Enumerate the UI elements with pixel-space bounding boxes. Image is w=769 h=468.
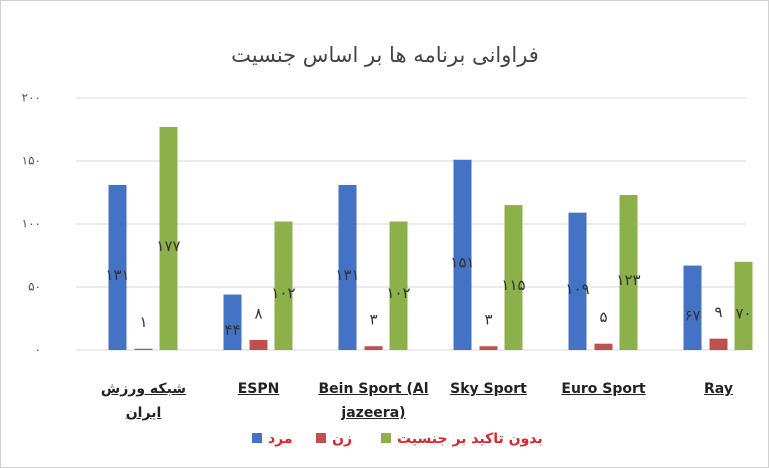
bar: [709, 338, 728, 350]
x-tick-label: Euro Sport: [561, 381, 646, 397]
data-label: ۵: [599, 308, 607, 326]
bar: [159, 126, 178, 350]
y-tick-label: ۱۰۰: [22, 217, 41, 231]
bar: [274, 221, 293, 350]
bar: [223, 294, 242, 350]
y-tick-label: ۱۵۰: [22, 154, 41, 168]
legend-swatch: [316, 433, 326, 443]
bar: [364, 346, 383, 350]
x-tick-label: Bein Sport (Al jazeera): [318, 381, 429, 421]
bar: [594, 343, 613, 350]
chart-title: فراوانی برنامه ها بر اساس جنسیت: [231, 43, 539, 67]
bar: [108, 184, 127, 350]
legend-label: زن: [332, 431, 352, 447]
data-label: ۱۲۳: [616, 271, 640, 289]
data-label: ۹: [714, 303, 722, 321]
bar: [683, 265, 702, 350]
bar: [504, 205, 523, 350]
data-label: ۱۰۲: [271, 284, 295, 302]
bar: [338, 184, 357, 350]
data-label: ۱۰۲: [386, 284, 410, 302]
bar: [389, 221, 408, 350]
y-tick-label: ۰: [35, 343, 41, 357]
bar: [619, 195, 638, 350]
bar: [479, 346, 498, 350]
data-label: ۳: [369, 311, 377, 329]
x-tick-label: ESPN: [237, 381, 280, 397]
legend-swatch: [252, 433, 262, 443]
data-label: ۱۱۵: [501, 276, 525, 294]
data-label: ۱۵۱: [450, 253, 474, 271]
data-label: ۷۰: [735, 304, 751, 322]
y-tick-label: ۲۰۰: [22, 91, 41, 105]
x-tick-label: شبکه ورزش ایران: [100, 381, 187, 421]
data-label: ۱۳۱: [335, 266, 359, 284]
legend-label: مرد: [268, 431, 293, 447]
bar: [134, 348, 153, 350]
data-label: ۴۴: [224, 321, 240, 339]
x-tick-label: Sky Sport: [450, 381, 527, 397]
bar: [249, 339, 268, 350]
y-tick-label: ۵۰: [28, 280, 41, 294]
legend-swatch: [381, 433, 391, 443]
data-label: ۱۷۷: [156, 237, 180, 255]
bar: [453, 159, 472, 350]
bar: [568, 212, 587, 350]
data-label: ۱: [139, 313, 147, 331]
data-label: ۸: [254, 304, 262, 322]
bar: [734, 261, 753, 350]
data-label: ۱۰۹: [565, 280, 589, 298]
x-tick-label: Ray: [704, 381, 733, 397]
legend-label: بدون تاکید بر جنسیت: [397, 431, 543, 447]
data-label: ۶۷: [684, 306, 700, 324]
data-label: ۳: [484, 311, 492, 329]
data-label: ۱۳۱: [105, 266, 129, 284]
